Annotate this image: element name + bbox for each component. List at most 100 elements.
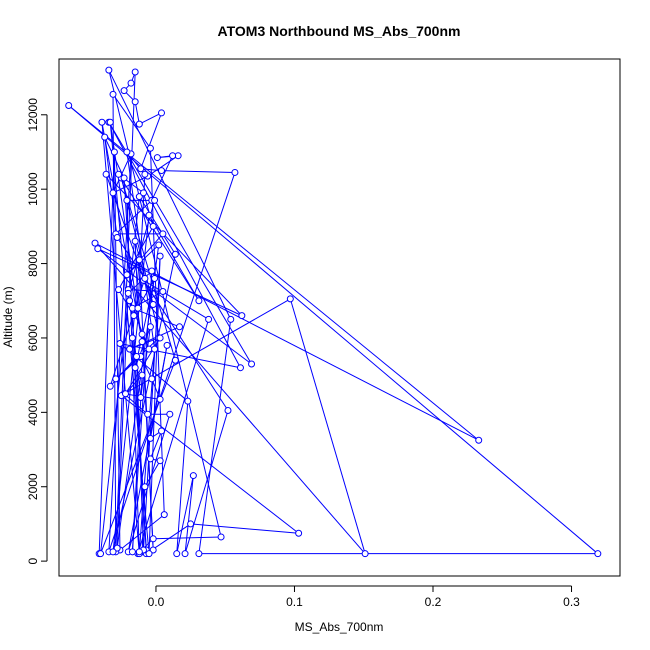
series-line-segment (131, 270, 153, 552)
series-line-segment (120, 177, 176, 361)
series-line-segment (108, 69, 232, 320)
series-line-segment (125, 374, 143, 395)
x-axis: 0.0 0.1 0.2 0.3 (148, 585, 580, 609)
data-point (169, 152, 177, 160)
chart-title: ATOM3 Northbound MS_Abs_700nm (218, 23, 461, 39)
data-point (131, 98, 139, 106)
data-point (159, 287, 167, 295)
data-point (159, 230, 167, 238)
series-line-segment (184, 410, 229, 554)
data-point (105, 66, 113, 74)
data-point (130, 312, 138, 320)
series-line-segment (134, 101, 140, 125)
data-point (135, 548, 143, 556)
series-line-segment (101, 122, 140, 554)
data-point (158, 167, 166, 175)
data-point (195, 550, 203, 558)
data-point (145, 550, 153, 558)
data-point (109, 548, 117, 556)
data-point (184, 397, 192, 405)
series-line-segment (139, 112, 162, 125)
data-point (475, 436, 483, 444)
data-point (123, 148, 131, 156)
data-point (141, 170, 149, 178)
data-point (238, 312, 246, 320)
series-line-segment (119, 514, 165, 551)
series-line-segment (68, 105, 599, 555)
series-line-segment (142, 256, 161, 550)
data-point (115, 286, 123, 294)
series-line-segment (112, 94, 151, 149)
data-point (151, 345, 159, 353)
y-tick-label: 8000 (26, 250, 40, 277)
series-line-segment (289, 298, 366, 554)
data-point (286, 295, 294, 303)
data-point (151, 196, 159, 204)
data-point (101, 133, 109, 141)
data-point (124, 289, 132, 297)
series-line-segment (126, 200, 140, 554)
series-line-segment (148, 256, 161, 554)
data-point (138, 338, 146, 346)
series-line-segment (104, 137, 118, 238)
series-line-segment (112, 94, 117, 552)
data-point (217, 533, 225, 541)
data-point (145, 211, 153, 219)
data-point (134, 304, 142, 312)
data-point (127, 79, 135, 87)
data-point (109, 189, 117, 197)
data-point (158, 427, 166, 435)
data-point (135, 256, 143, 264)
data-point (176, 323, 184, 331)
data-point (65, 101, 73, 109)
data-point (236, 364, 244, 372)
data-point (248, 360, 256, 368)
series-layer (65, 66, 602, 558)
data-point (146, 434, 154, 442)
data-point (149, 535, 157, 543)
data-point (171, 356, 179, 364)
x-tick-label: 0.3 (563, 595, 580, 609)
data-point (141, 483, 149, 491)
series-line-segment (184, 475, 194, 554)
data-point (149, 222, 157, 230)
data-point (594, 550, 602, 558)
series-line-segment (198, 319, 232, 554)
data-point (94, 245, 102, 253)
data-point (146, 144, 154, 152)
series-line-segment (112, 254, 176, 552)
data-point (181, 550, 189, 558)
series-line-segment (143, 279, 209, 320)
series-line-segment (148, 214, 200, 302)
data-point (205, 315, 213, 323)
y-tick-label: 12000 (26, 98, 40, 132)
data-point (138, 371, 146, 379)
y-tick-label: 10000 (26, 172, 40, 206)
data-point (133, 353, 141, 361)
series-line-segment (127, 270, 153, 294)
series-line-segment (176, 401, 189, 554)
series-line-segment (176, 475, 194, 554)
data-point (141, 274, 149, 282)
data-point (116, 340, 124, 348)
data-point (173, 550, 181, 558)
series-line-segment (134, 241, 139, 309)
data-point (146, 455, 154, 463)
data-point (224, 406, 232, 414)
series-line-segment (104, 136, 125, 179)
data-point (361, 550, 369, 558)
data-point (91, 239, 99, 247)
data-point (137, 165, 145, 173)
data-point (139, 189, 147, 197)
data-point (153, 154, 161, 162)
data-point (187, 520, 195, 528)
data-point (227, 315, 235, 323)
data-point (109, 90, 117, 98)
data-point (128, 334, 136, 342)
data-point (156, 395, 164, 403)
data-point (156, 252, 164, 260)
data-point (166, 410, 174, 418)
data-point (98, 118, 106, 126)
plot-frame (58, 58, 621, 577)
series-line-segment (151, 155, 174, 201)
